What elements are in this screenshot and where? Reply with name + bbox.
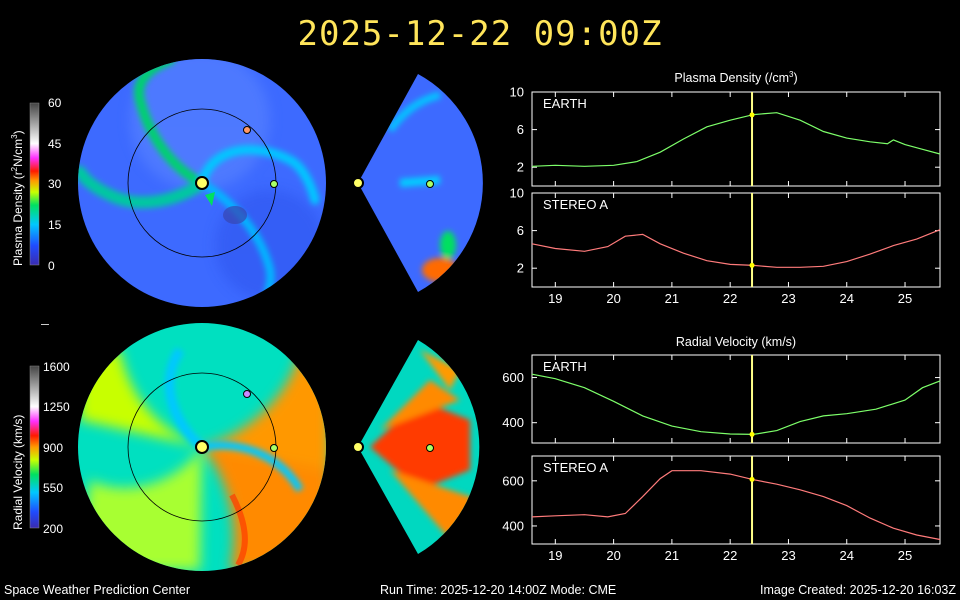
density-colorbar-label: Plasma Density (r2N/cm3) [10,130,25,266]
ytick-label-3-1: 600 [502,473,524,488]
stereo-marker-velocity [243,390,251,398]
density-tick-15: 15 [48,218,62,232]
ytick-label-2-0: 400 [502,415,524,430]
ytick-label-2-1: 600 [502,370,524,385]
velocity-panel-title: Radial Velocity (km/s) [676,335,796,349]
xtick-label-1-1: 20 [606,291,620,306]
velocity-ecliptic-map [78,323,326,571]
time-marker-point-1 [749,262,755,268]
earth-marker-velocity [270,444,278,452]
sun-marker-density [195,176,209,190]
density-tick-30: 30 [48,177,62,191]
velocity-tick-900: 900 [43,441,63,455]
series-label-2: EARTH [543,359,587,374]
xtick-label-1-2: 21 [665,291,679,306]
footer-image-created: Image Created: 2025-12-20 16:03Z [760,583,956,597]
time-marker-point-3 [749,476,755,482]
plot-frame-2 [531,354,941,444]
velocity-colorbar-label: Radial Velocity (km/s) [11,415,25,530]
time-series-plots: 2 6 10 EARTH 2 6 10 19 20 21 22 23 24 25 STEREO A 400 60… [502,85,941,563]
series-line-1 [531,229,941,268]
sun-marker-velocity [195,440,209,454]
xtick-label-1-6: 25 [898,291,912,306]
velocity-colorbar-gradient [29,365,40,529]
density-meridional-wedge [352,74,483,292]
ytick-label-1-0: 2 [517,261,524,276]
xtick-label-1-3: 22 [723,291,737,306]
xtick-label-3-1: 20 [606,548,620,563]
xtick-label-1-4: 23 [781,291,795,306]
density-colorbar: 60 45 30 15 0 Plasma Density (r2N/cm3) [10,96,62,273]
earth-marker-density [270,180,278,188]
plot-frame-3 [531,455,941,545]
divider-dash [41,324,49,325]
ytick-label-1-1: 6 [517,223,524,238]
series-label-1: STEREO A [543,197,608,212]
xtick-label-3-5: 24 [840,548,854,563]
velocity-meridional-wedge [352,340,480,554]
ytick-label-0-0: 2 [517,160,524,175]
ytick-label-0-1: 6 [517,122,524,137]
series-line-0 [531,112,941,167]
xtick-label-3-3: 22 [723,548,737,563]
velocity-tick-200: 200 [43,522,63,536]
footer-run-time: Run Time: 2025-12-20 14:00Z Mode: CME [380,583,617,597]
series-line-3 [531,470,941,541]
xtick-label-1-0: 19 [548,291,562,306]
ytick-label-3-0: 400 [502,518,524,533]
xtick-label-3-4: 23 [781,548,795,563]
density-tick-60: 60 [48,96,62,110]
density-ecliptic-map [78,59,326,307]
xtick-label-1-5: 24 [840,291,854,306]
earth-marker-density-wedge [426,180,434,188]
xtick-label-3-2: 21 [665,548,679,563]
density-colorbar-gradient [29,102,40,266]
series-label-3: STEREO A [543,460,608,475]
earth-marker-velocity-wedge [426,444,434,452]
density-panel-title: Plasma Density (/cm3) [674,70,797,85]
velocity-colorbar: 1600 1250 900 550 200 Radial Velocity (k… [11,360,70,536]
footer-org: Space Weather Prediction Center [4,583,190,597]
timestamp-title: 2025-12-22 09:00Z [297,14,663,54]
stereo-marker-density [243,126,251,134]
density-tick-0: 0 [48,259,55,273]
time-marker-point-0 [749,112,755,118]
sun-marker-velocity-wedge [352,441,364,453]
xtick-label-3-0: 19 [548,548,562,563]
ytick-label-1-2: 10 [510,186,524,201]
density-tick-45: 45 [48,137,62,151]
velocity-tick-1600: 1600 [43,360,70,374]
velocity-tick-1250: 1250 [43,400,70,414]
time-marker-point-2 [749,431,755,437]
xtick-label-3-6: 25 [898,548,912,563]
plot-frame-0 [531,91,941,187]
series-label-0: EARTH [543,96,587,111]
velocity-tick-550: 550 [43,481,63,495]
sun-marker-density-wedge [352,177,364,189]
ytick-label-0-2: 10 [510,85,524,100]
plot-frame-1 [531,192,941,288]
